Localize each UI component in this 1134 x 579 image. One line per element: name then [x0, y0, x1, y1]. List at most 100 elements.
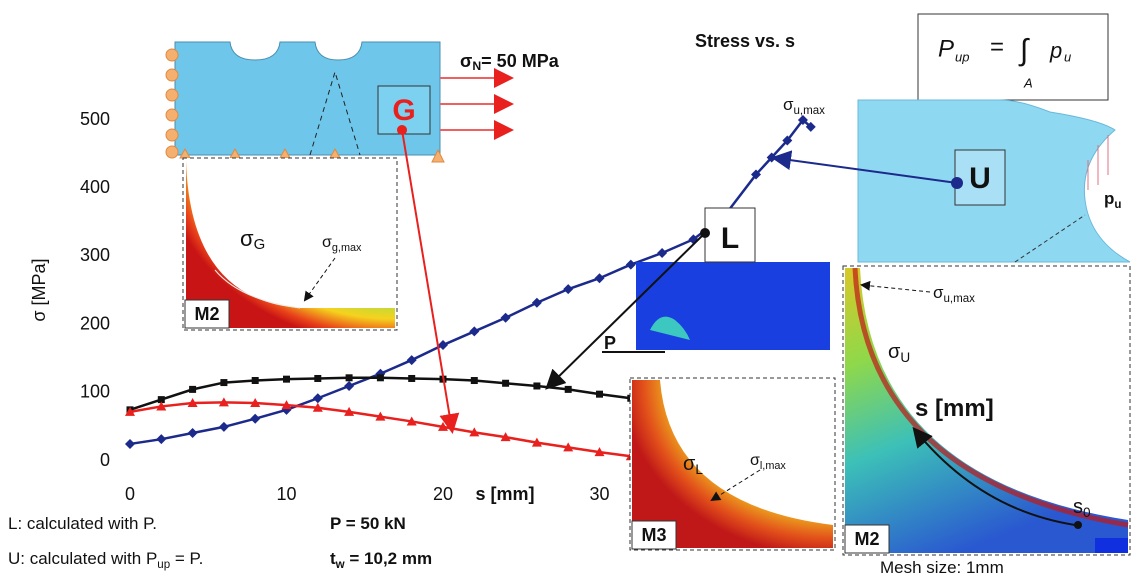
- annotation-sub: u,max: [794, 105, 826, 117]
- y-tick-label: 100: [80, 382, 110, 402]
- annotation-after: = 10,2 mm: [345, 549, 432, 568]
- data-point: [502, 380, 509, 387]
- data-point: [220, 379, 227, 386]
- annotation: P: [604, 333, 616, 353]
- data-point: [250, 414, 260, 424]
- data-point: [313, 393, 323, 403]
- annotation: tw = 10,2 mm: [330, 549, 432, 571]
- data-point: [408, 375, 415, 382]
- annotation: L: [721, 222, 739, 255]
- annotation-sub: w: [335, 559, 345, 571]
- annotation-text: M3: [641, 525, 666, 545]
- x-tick-label: 20: [433, 484, 453, 504]
- annotation-sub: N: [472, 59, 481, 73]
- data-point: [219, 422, 229, 432]
- annotation-text: p: [1104, 189, 1114, 208]
- data-point: [407, 355, 417, 365]
- data-point: [501, 313, 511, 323]
- page: {"chart_data": { "type": "line", "x_labe…: [0, 0, 1134, 579]
- annotation-text: U: calculated with P: [8, 549, 157, 568]
- annotation-text: L: [721, 222, 739, 255]
- data-point: [188, 428, 198, 438]
- formula-rhs-sub: u: [1064, 49, 1071, 64]
- annotation-text: U: [969, 162, 991, 195]
- annotation-sub: 0: [1083, 505, 1091, 520]
- annotation-sub: g,max: [332, 242, 362, 254]
- y-axis-label: σ [MPa]: [29, 258, 49, 321]
- annotation-sub: G: [254, 236, 266, 253]
- annotation: Stress vs. s: [695, 31, 795, 51]
- annotation-text: σ: [888, 341, 901, 363]
- data-point: [377, 374, 384, 381]
- data-point: [565, 386, 572, 393]
- annotation-text: M2: [854, 529, 879, 549]
- annotation-text: Mesh size: 1mm: [880, 558, 1004, 577]
- annotation-text: M2: [194, 304, 219, 324]
- data-point: [156, 434, 166, 444]
- data-point: [125, 439, 135, 449]
- data-point: [314, 375, 321, 382]
- formula-lhs-sub: up: [955, 49, 969, 64]
- annotation-text: σ: [460, 51, 472, 71]
- annotation-text: P = 50 kN: [330, 514, 406, 533]
- annotation-text: G: [392, 94, 415, 127]
- chart: σ [MPa] s [mm] 01002003004005000102030: [0, 0, 1134, 579]
- g-arrow: [402, 130, 452, 430]
- x-axis-label: s [mm]: [475, 484, 534, 504]
- annotation: U: [969, 162, 991, 195]
- data-point: [533, 382, 540, 389]
- annotation-text: σ: [933, 283, 944, 302]
- formula-lhs: P: [938, 35, 954, 62]
- annotation-sub: u: [1114, 199, 1121, 211]
- formula-int-sub: A: [1023, 75, 1033, 90]
- annotation: L: calculated with P.: [8, 514, 157, 533]
- formula-rhs: p: [1049, 38, 1062, 63]
- data-point: [657, 248, 667, 258]
- data-point: [595, 273, 605, 283]
- data-point: [346, 374, 353, 381]
- annotation-text: s: [1073, 496, 1083, 518]
- annotation-text: σ: [683, 453, 696, 475]
- l-point: [700, 228, 710, 238]
- annotation: M3: [641, 525, 666, 545]
- y-tick-label: 500: [80, 109, 110, 129]
- annotation-after: = P.: [170, 549, 203, 568]
- specimen-l: [636, 262, 830, 350]
- annotation: Mesh size: 1mm: [880, 558, 1004, 577]
- series-line: [130, 402, 631, 456]
- annotation: M2: [194, 304, 219, 324]
- annotation: P = 50 kN: [330, 514, 406, 533]
- formula-int: ∫: [1018, 34, 1030, 67]
- data-point: [626, 260, 636, 270]
- annotation: σN= 50 MPa: [460, 51, 560, 73]
- formula-eq: =: [990, 33, 1004, 60]
- annotation-text: σ: [783, 95, 794, 114]
- annotation-sub: u,max: [944, 293, 976, 305]
- data-point: [563, 284, 573, 294]
- annotation: M2: [854, 529, 879, 549]
- annotation-text: s [mm]: [915, 395, 994, 422]
- x-tick-label: 0: [125, 484, 135, 504]
- annotation: s [mm]: [915, 395, 994, 422]
- y-tick-label: 0: [100, 450, 110, 470]
- annotation: σu,max: [783, 95, 825, 117]
- data-point: [252, 377, 259, 384]
- data-point: [438, 340, 448, 350]
- data-point: [189, 386, 196, 393]
- annotation-text: Stress vs. s: [695, 31, 795, 51]
- annotation-after: = 50 MPa: [481, 51, 560, 71]
- y-tick-label: 200: [80, 313, 110, 333]
- series-line: [130, 378, 631, 410]
- data-point: [469, 326, 479, 336]
- u-point: [951, 177, 963, 189]
- s0-point: [1074, 521, 1082, 529]
- mesh-patch: [1095, 538, 1128, 553]
- annotation-text: P: [604, 333, 616, 353]
- annotation: pu: [1104, 189, 1121, 211]
- data-point: [596, 391, 603, 398]
- y-tick-label: 400: [80, 177, 110, 197]
- data-point: [532, 298, 542, 308]
- annotation-text: σ: [750, 452, 760, 469]
- annotation-sub: l,max: [760, 460, 787, 472]
- insets: [166, 14, 1130, 555]
